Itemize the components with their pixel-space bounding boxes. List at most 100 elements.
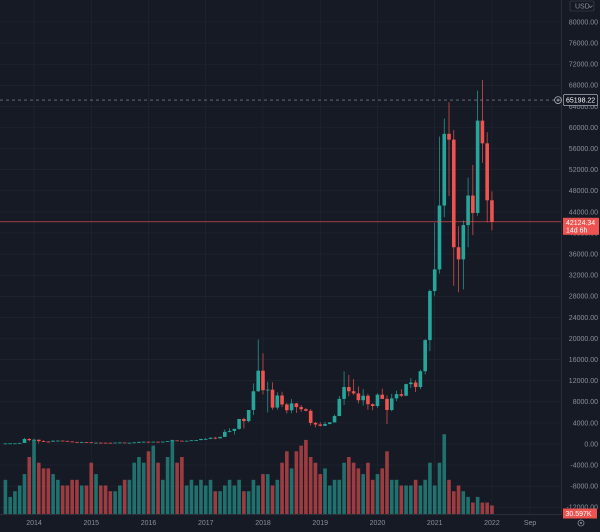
volume-bar xyxy=(13,491,17,514)
candle xyxy=(108,442,113,444)
volume-bar xyxy=(423,479,427,514)
candle-body xyxy=(51,440,55,442)
candle xyxy=(361,389,365,406)
volume-bar xyxy=(218,491,222,514)
candle-body xyxy=(261,370,265,391)
volume-bar xyxy=(361,474,365,514)
candle-body xyxy=(161,441,165,443)
candle xyxy=(351,379,356,395)
candle xyxy=(437,136,442,274)
volume-bar xyxy=(413,479,418,514)
add-alert-icon[interactable] xyxy=(554,96,562,104)
volume-bar xyxy=(246,491,251,514)
candle-body xyxy=(137,442,141,443)
currency-button[interactable]: USD xyxy=(569,0,595,12)
candle xyxy=(180,440,184,442)
candle xyxy=(118,442,122,444)
candle-body xyxy=(165,441,170,443)
volume-bar xyxy=(332,479,337,514)
candle xyxy=(327,422,332,425)
volume-bar xyxy=(261,474,265,514)
candle-body xyxy=(218,436,222,439)
candle-body xyxy=(409,382,413,385)
candle-body xyxy=(246,409,251,422)
candle xyxy=(242,417,246,429)
volume-bar xyxy=(227,479,232,514)
candle xyxy=(308,409,313,426)
candle-body xyxy=(370,404,375,407)
candle xyxy=(170,439,175,442)
candle xyxy=(318,422,323,427)
candle-body xyxy=(327,422,332,424)
candle xyxy=(294,402,299,413)
volume-bar xyxy=(451,491,456,514)
candle xyxy=(146,441,151,443)
candle-body xyxy=(442,133,447,206)
volume-bar xyxy=(184,485,189,514)
volume-bar xyxy=(289,468,294,514)
settings-gear-icon[interactable] xyxy=(577,519,585,527)
candle xyxy=(261,353,265,395)
price-tick-label: 76000.00 xyxy=(569,41,598,48)
candle xyxy=(232,428,237,435)
candle xyxy=(151,441,156,443)
volume-bar xyxy=(223,485,227,514)
price-tick-label: 72000.00 xyxy=(569,62,598,69)
volume-bar xyxy=(380,468,385,514)
candle xyxy=(256,339,261,392)
volume-bar xyxy=(127,479,132,514)
candle-body xyxy=(423,340,427,372)
candle-body xyxy=(451,139,456,248)
candle xyxy=(41,440,46,442)
price-tick-label: 52000.00 xyxy=(569,167,598,174)
candle xyxy=(313,421,318,428)
candle xyxy=(323,421,327,427)
volume-bar xyxy=(366,462,370,514)
candle xyxy=(89,442,94,444)
volume-bar xyxy=(461,491,466,514)
volume-bar xyxy=(313,462,318,514)
candle xyxy=(380,388,385,400)
volume-bar xyxy=(375,474,380,514)
volume-bar xyxy=(475,496,480,514)
volume-bar xyxy=(480,502,485,514)
candle xyxy=(466,177,470,248)
volume-bar xyxy=(51,474,55,514)
volume-bar xyxy=(65,485,70,514)
time-tick-label: 2017 xyxy=(198,520,214,527)
candle-body xyxy=(337,398,342,417)
price-axis-panel[interactable] xyxy=(562,0,600,532)
candle-body xyxy=(65,440,70,442)
candle xyxy=(46,441,51,443)
candle-body xyxy=(56,440,60,442)
time-axis-panel[interactable] xyxy=(0,514,562,532)
candle-body xyxy=(490,200,494,222)
volume-bar xyxy=(456,485,461,514)
candle xyxy=(246,409,251,423)
candle xyxy=(208,437,213,440)
candle xyxy=(270,382,275,410)
volume-value: 30.597K xyxy=(566,511,592,518)
volume-bar xyxy=(161,479,165,514)
volume-bar xyxy=(432,485,437,514)
volume-bar xyxy=(22,474,27,514)
volume-bar xyxy=(318,474,323,514)
candle xyxy=(404,383,408,397)
candle-body xyxy=(213,437,218,439)
candle-body xyxy=(413,382,418,388)
price-tick-label: 48000.00 xyxy=(569,188,598,195)
candle xyxy=(27,438,32,442)
volume-bar xyxy=(351,462,356,514)
time-axis[interactable]: 2014 2015 2016 2017 2018 2019 2020 2021 2022 Sep xyxy=(26,520,536,527)
price-tick-label: 12000.00 xyxy=(569,378,598,385)
volume-bar xyxy=(265,474,270,514)
candle xyxy=(409,378,413,389)
candle xyxy=(199,438,203,441)
price-tick-label: 56000.00 xyxy=(569,146,598,153)
candle-body xyxy=(485,143,489,201)
candle xyxy=(161,441,165,443)
crosshair-price-value: 65198.22 xyxy=(566,97,595,104)
volume-bar xyxy=(89,462,94,514)
candle xyxy=(32,438,36,441)
